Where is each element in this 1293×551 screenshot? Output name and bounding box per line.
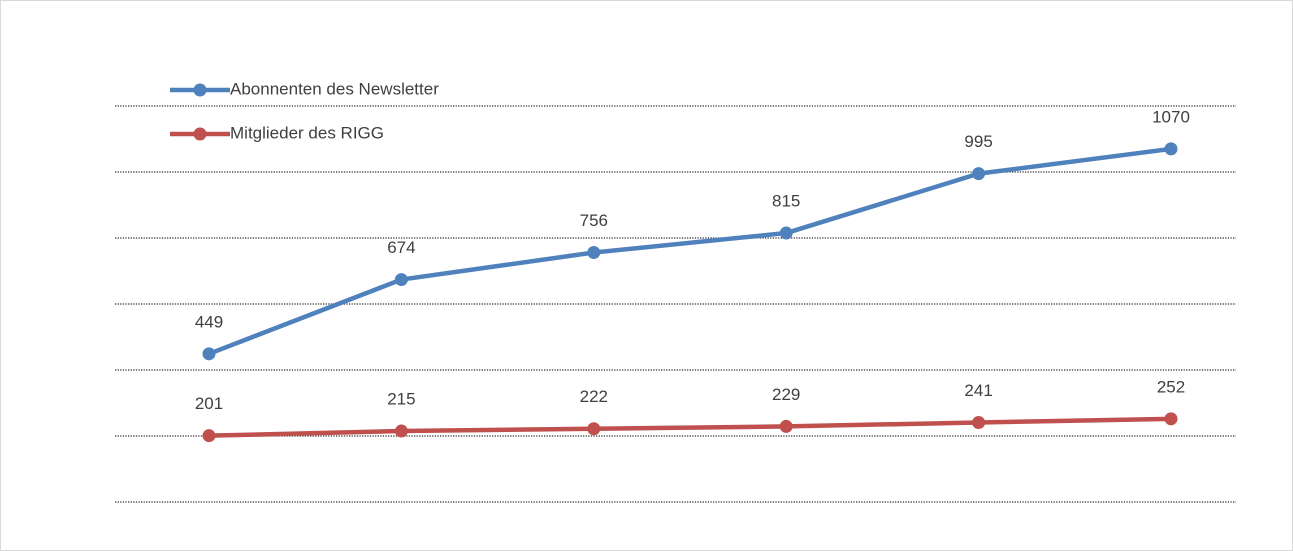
data-point [779,419,793,433]
data-label: 201 [195,394,223,413]
data-label: 215 [387,390,415,409]
data-label: 222 [580,387,608,406]
data-label: 229 [772,385,800,404]
data-point [972,415,986,429]
data-point [394,424,408,438]
legend-marker [193,83,207,97]
series-line [208,416,1172,438]
data-point [1164,142,1178,156]
data-label: 815 [772,192,800,211]
data-label: 252 [1157,377,1185,396]
data-label: 756 [580,211,608,230]
data-label: 1070 [1152,107,1190,126]
legend-label: Mitglieder des RIGG [230,123,384,142]
data-point [587,422,601,436]
data-point [1164,412,1178,426]
data-label: 241 [964,381,992,400]
legend-label: Abonnenten des Newsletter [230,79,439,98]
data-label: 449 [195,312,223,331]
data-point [394,273,408,287]
data-point [587,246,601,260]
data-point [202,429,216,443]
data-point [202,347,216,361]
series-line [208,146,1172,356]
data-point [779,226,793,240]
data-label: 674 [387,238,415,257]
legend-marker [193,127,207,141]
data-point [972,167,986,181]
data-label: 995 [964,132,992,151]
